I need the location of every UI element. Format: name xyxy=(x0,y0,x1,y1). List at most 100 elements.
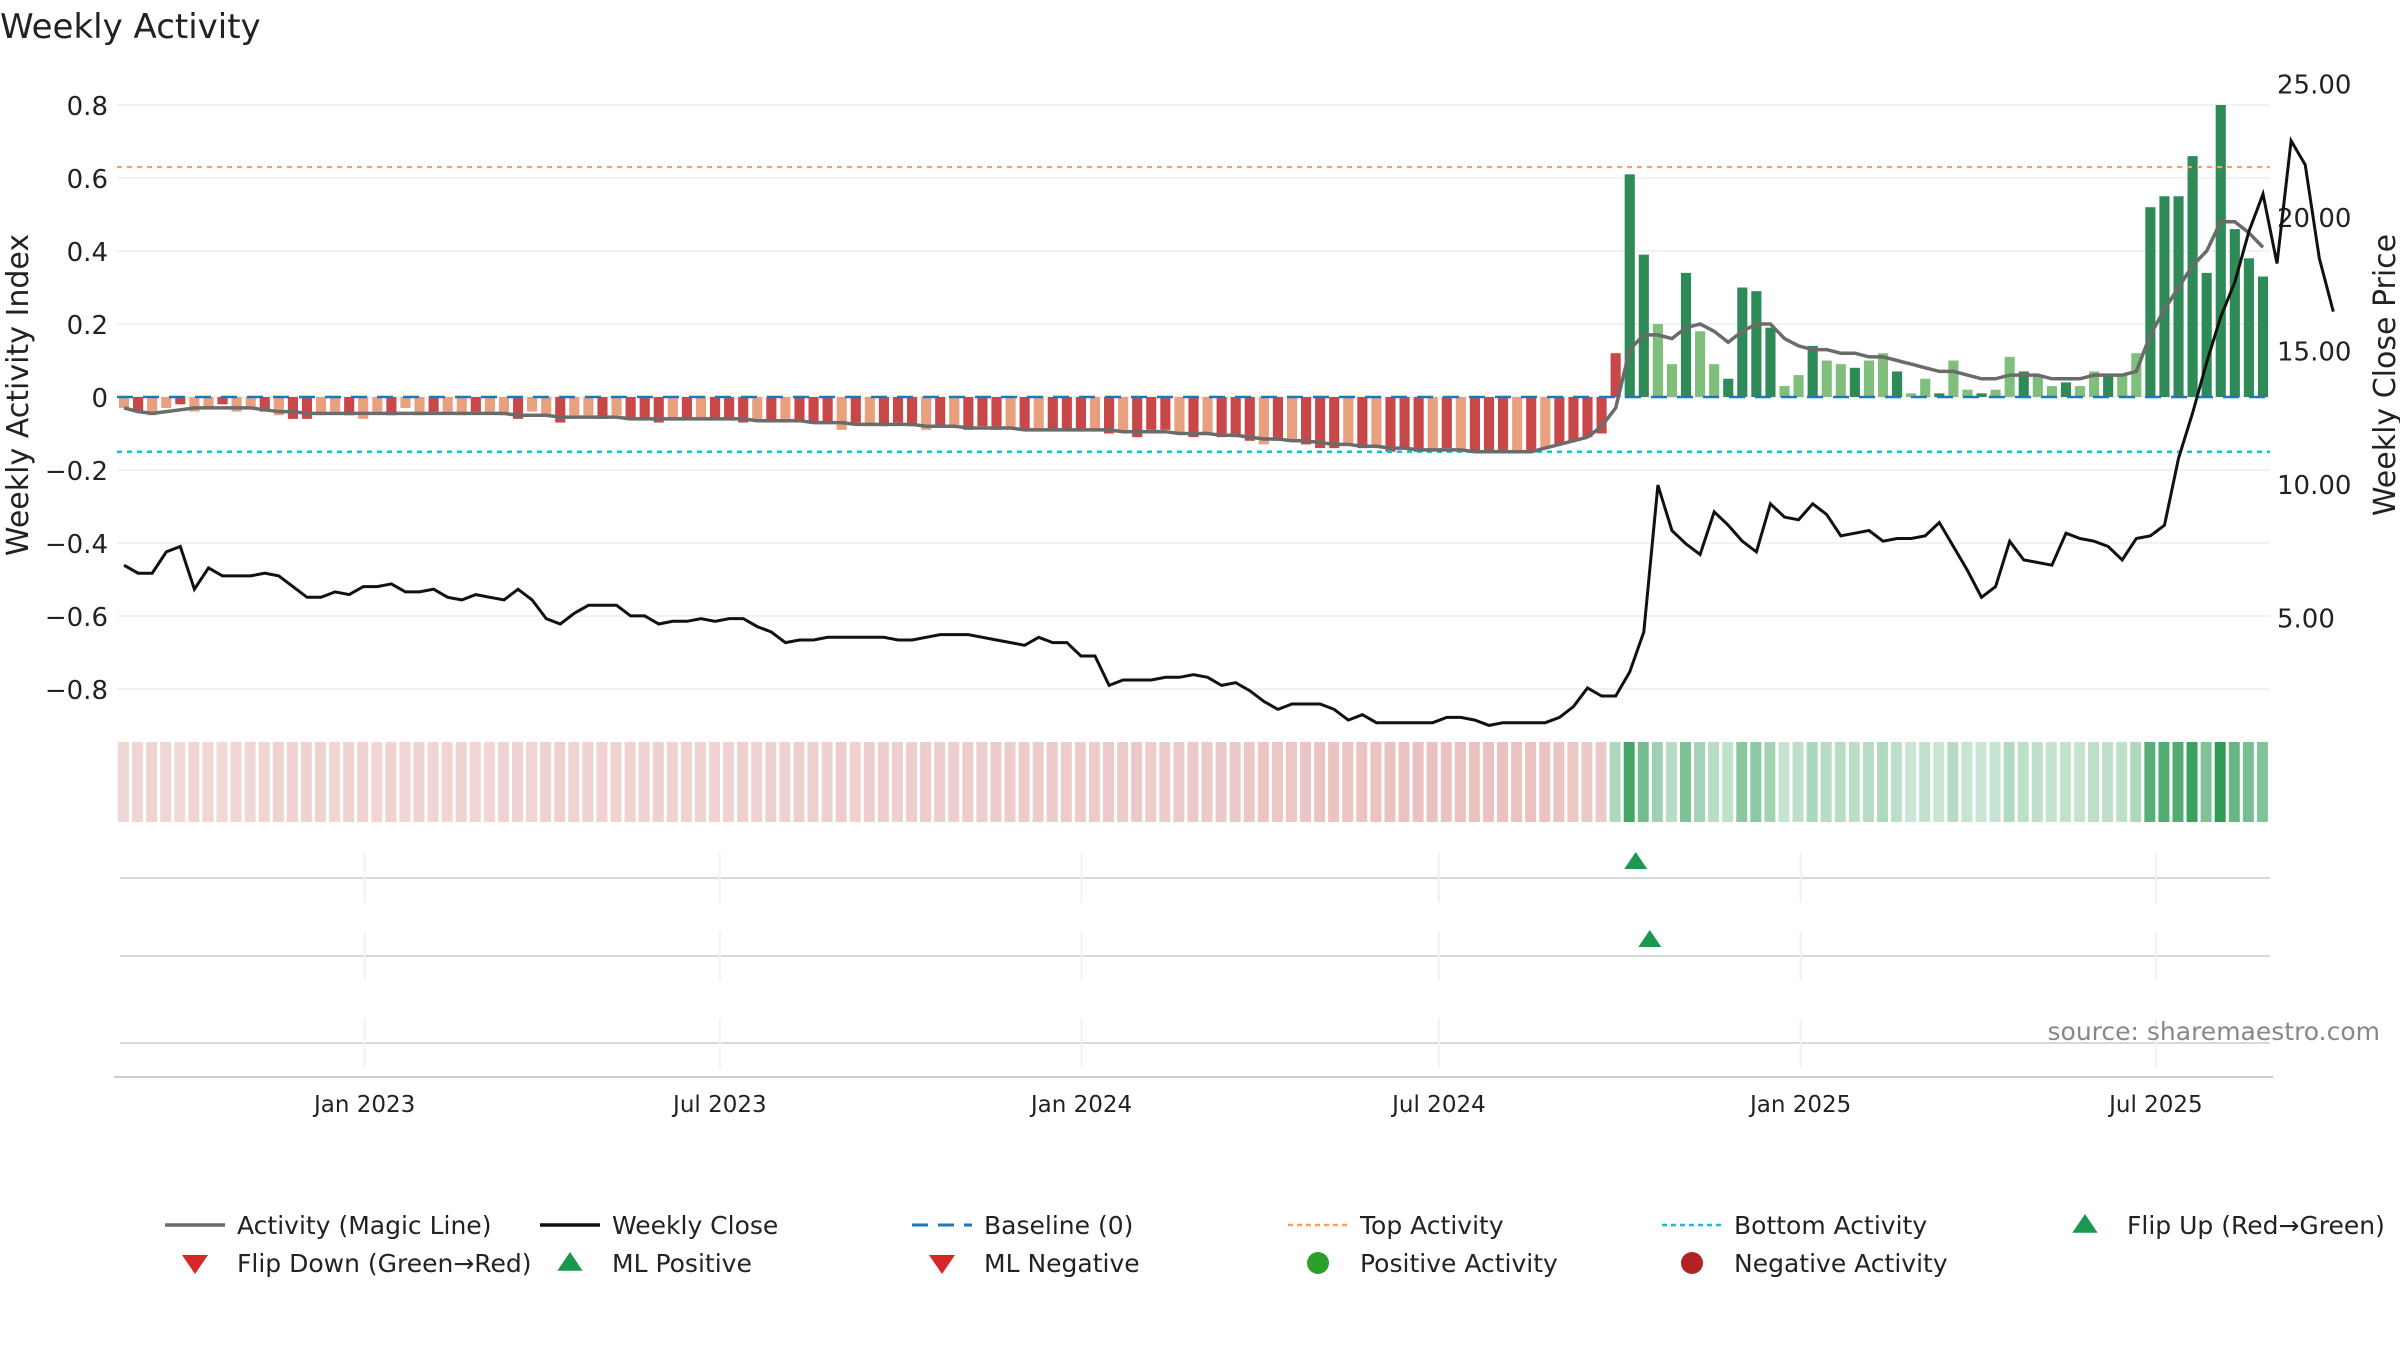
strip-cell xyxy=(737,742,749,822)
activity-bar xyxy=(1104,397,1115,434)
strip-cell xyxy=(1215,742,1227,822)
legend-item: Baseline (0) xyxy=(912,1211,1133,1240)
strip-cell xyxy=(1792,742,1804,822)
activity-bar xyxy=(752,397,763,419)
magic-line-series xyxy=(123,220,2265,454)
activity-bar xyxy=(2004,356,2015,397)
activity-bar xyxy=(695,397,707,419)
activity-bar xyxy=(1892,371,1903,397)
strip-cell xyxy=(258,742,270,822)
activity-bar xyxy=(372,397,383,412)
strip-cell xyxy=(1412,742,1424,822)
activity-bar xyxy=(386,397,397,416)
activity-bar xyxy=(1990,389,2001,397)
strip-cell xyxy=(1567,742,1579,822)
activity-bar xyxy=(1301,397,1312,445)
strip-cell xyxy=(2116,742,2128,822)
activity-bar xyxy=(766,397,777,423)
strip-cell xyxy=(779,742,791,822)
activity-bar xyxy=(639,397,650,419)
activity-bar xyxy=(1089,397,1101,430)
chart-title: Weekly Activity xyxy=(0,7,261,47)
strip-cell xyxy=(1511,742,1523,822)
strip-cell xyxy=(300,742,312,822)
legend-label: Negative Activity xyxy=(1734,1249,1948,1278)
activity-bar xyxy=(1737,287,1748,397)
strip-cell xyxy=(286,742,298,822)
legend-swatch xyxy=(2072,1214,2098,1233)
activity-bar xyxy=(780,397,791,419)
strip-cell xyxy=(1876,742,1888,822)
y-tick-label: 0.8 xyxy=(67,92,108,122)
strip-cell xyxy=(216,742,228,822)
strip-cell xyxy=(1074,742,1086,822)
strip-cell xyxy=(765,742,777,822)
activity-bar xyxy=(1188,397,1199,438)
x-tick-label: Jan 2025 xyxy=(1748,1092,1851,1118)
strip-cell xyxy=(835,742,847,822)
strip-cell xyxy=(483,742,495,822)
strip-cell xyxy=(399,742,411,822)
x-tick-label: Jan 2023 xyxy=(312,1092,415,1118)
strip-cell xyxy=(230,742,242,822)
activity-bar xyxy=(1441,397,1452,449)
strip-cell xyxy=(272,742,284,822)
strip-cell xyxy=(497,742,509,822)
activity-bar xyxy=(1540,397,1551,449)
strip-cell xyxy=(906,742,918,822)
strip-cell xyxy=(976,742,988,822)
activity-bar xyxy=(1512,397,1523,452)
strip-cell xyxy=(1708,742,1720,822)
activity-bar xyxy=(1498,397,1509,452)
activity-bar xyxy=(1596,397,1607,434)
strip-cell xyxy=(568,742,580,822)
strip-cell xyxy=(315,742,326,822)
strip-cell xyxy=(2144,742,2156,822)
y-tick-label: 0.4 xyxy=(67,238,108,268)
activity-bar xyxy=(1863,360,1875,397)
strip-cell xyxy=(1553,742,1565,822)
strip-cell xyxy=(1581,742,1593,822)
strip-cell xyxy=(624,742,636,822)
strip-cell xyxy=(1595,742,1607,822)
legend-label: Baseline (0) xyxy=(984,1211,1133,1240)
y2-tick-label: 15.00 xyxy=(2277,338,2351,368)
activity-bar xyxy=(2243,258,2254,397)
strip-cell xyxy=(1820,742,1832,822)
strip-cell xyxy=(2130,742,2142,822)
activity-bar xyxy=(1779,386,1790,397)
strip-cell xyxy=(1975,742,1987,822)
activity-bar xyxy=(794,397,805,423)
activity-bar xyxy=(512,397,524,419)
activity-bar xyxy=(1286,397,1298,441)
activity-bar xyxy=(836,397,847,430)
activity-bar xyxy=(1357,397,1368,449)
strip-cell xyxy=(934,742,946,822)
strip-cell xyxy=(427,742,439,822)
x-axis-ticks: Jan 2023 Jul 2023 Jan 2024 Jul 2024 Jan 2025… xyxy=(312,1092,2203,1118)
activity-bar xyxy=(1709,364,1720,397)
strip-cell xyxy=(1046,742,1058,822)
strip-cell xyxy=(1722,742,1734,822)
strip-cell xyxy=(1370,742,1382,822)
activity-bar xyxy=(1906,393,1917,397)
activity-bar xyxy=(498,397,510,416)
strip-cell xyxy=(849,742,861,822)
strip-cell xyxy=(118,742,129,822)
strip-cell xyxy=(2200,742,2212,822)
activity-bar xyxy=(1680,272,1692,397)
strip-cell xyxy=(526,742,538,822)
activity-bar xyxy=(203,397,214,408)
y-tick-label: 0.2 xyxy=(67,311,108,341)
strip-cell xyxy=(1905,742,1917,822)
strip-cell xyxy=(1426,742,1438,822)
activity-bar xyxy=(400,397,411,408)
activity-bar xyxy=(1005,397,1016,430)
strip-cell xyxy=(385,742,397,822)
strip-cell xyxy=(1947,742,1959,822)
strip-cell xyxy=(1271,742,1283,822)
y2-tick-label: 5.00 xyxy=(2277,605,2335,635)
activity-bar xyxy=(1920,378,1931,397)
strip-cell xyxy=(793,742,805,822)
